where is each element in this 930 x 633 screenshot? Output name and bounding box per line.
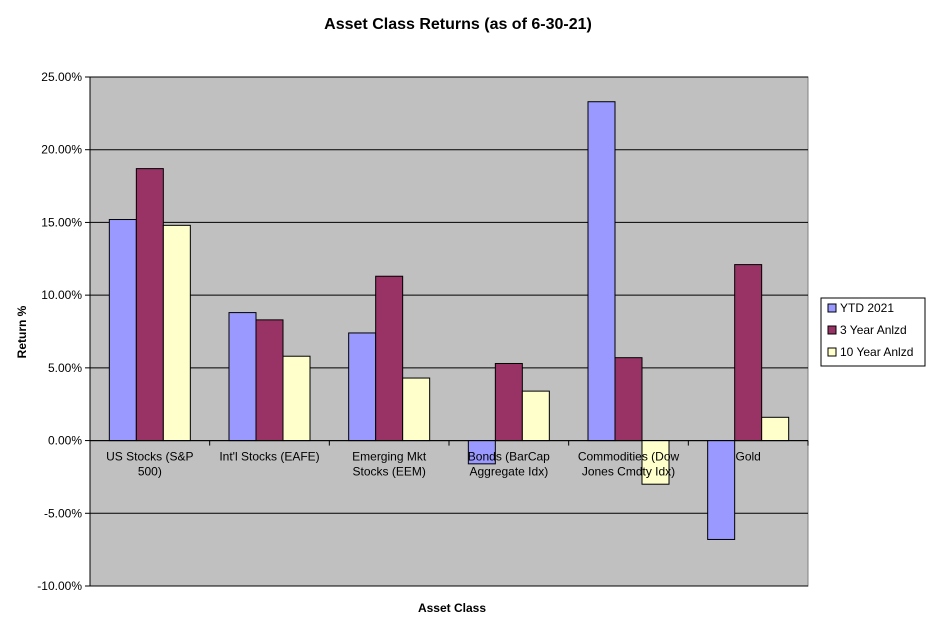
legend-box xyxy=(820,297,926,367)
legend-label: 10 Year Anlzd xyxy=(840,345,913,359)
axes xyxy=(89,77,809,586)
legend-label: 3 Year Anlzd xyxy=(840,323,907,337)
y-tick-label: -10.00% xyxy=(37,579,82,593)
legend-label: YTD 2021 xyxy=(840,301,894,315)
bar-3-year-anlzd xyxy=(734,264,763,442)
category-label: Int'l Stocks (EAFE) xyxy=(219,450,319,464)
bar-ytd-2021 xyxy=(348,332,377,442)
bar-3-year-anlzd xyxy=(255,319,284,442)
bar-10-year-anlzd xyxy=(162,224,191,442)
category-label: US Stocks (S&P 500) xyxy=(106,450,193,479)
bar-3-year-anlzd xyxy=(375,275,404,442)
bar-10-year-anlzd xyxy=(521,390,550,442)
bar-10-year-anlzd xyxy=(402,377,431,442)
bar-ytd-2021 xyxy=(587,101,616,442)
y-tick-label: 5.00% xyxy=(48,361,82,375)
bar-ytd-2021 xyxy=(108,219,137,442)
bar-10-year-anlzd xyxy=(761,416,790,442)
category-label: Bonds (BarCap Aggregate Idx) xyxy=(468,450,550,479)
bar-ytd-2021 xyxy=(707,440,736,540)
category-label: Gold xyxy=(735,450,760,464)
chart-title: Asset Class Returns (as of 6-30-21) xyxy=(324,16,592,33)
legend-swatch xyxy=(827,347,837,357)
y-tick-label: 25.00% xyxy=(41,70,82,84)
category-label: Commodities (Dow Jones Cmdty Idx) xyxy=(578,450,680,479)
bar-3-year-anlzd xyxy=(494,362,523,442)
bar-10-year-anlzd xyxy=(282,355,311,442)
y-tick-labels: 25.00% 20.00% 15.00% 10.00% 5.00% 0.00% -5.00%… xyxy=(37,70,82,593)
x-category-labels: US Stocks (S&P 500) Int'l Stocks (EAFE) Eme… xyxy=(106,450,761,479)
legend-swatch xyxy=(827,303,837,313)
x-axis-label: Asset Class xyxy=(418,601,486,615)
y-tick-label: 15.00% xyxy=(41,215,82,229)
legend-swatch xyxy=(827,325,837,335)
y-tick-label: -5.00% xyxy=(44,506,82,520)
y-tick-label: 10.00% xyxy=(41,288,82,302)
bars xyxy=(108,101,790,540)
bar-3-year-anlzd xyxy=(614,357,643,442)
bar-3-year-anlzd xyxy=(135,168,164,442)
y-tick-label: 0.00% xyxy=(48,434,82,448)
plot-area xyxy=(89,76,809,587)
legend: YTD 2021 3 Year Anlzd 10 Year Anlzd xyxy=(820,297,926,367)
y-axis-label: Return % xyxy=(15,305,29,358)
category-label: Emerging Mkt Stocks (EEM) xyxy=(352,450,427,479)
y-tick-label: 20.00% xyxy=(41,143,82,157)
bar-ytd-2021 xyxy=(228,312,257,442)
